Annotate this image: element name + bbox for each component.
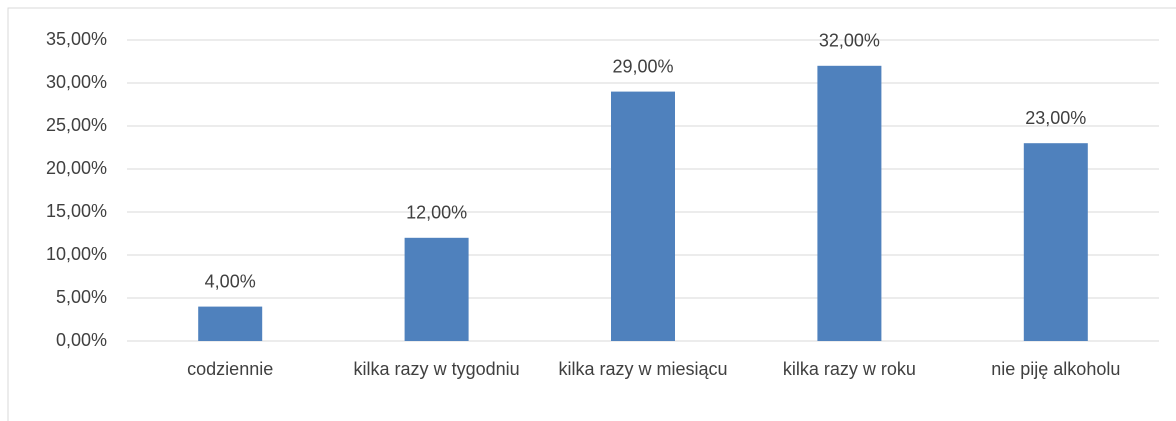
y-tick-label: 10,00% xyxy=(46,244,107,264)
x-tick-label: kilka razy w tygodniu xyxy=(353,359,520,379)
bar xyxy=(404,237,469,341)
bar xyxy=(817,65,882,342)
x-tick-label: codziennie xyxy=(187,359,274,379)
bar xyxy=(1023,143,1088,341)
chart-border xyxy=(7,7,1176,421)
bar xyxy=(198,306,263,341)
x-tick-label: kilka razy w roku xyxy=(782,359,916,379)
data-label: 4,00% xyxy=(205,271,256,291)
y-tick-label: 5,00% xyxy=(56,287,107,307)
y-tick-label: 0,00% xyxy=(56,330,107,350)
data-label: 32,00% xyxy=(819,31,880,51)
y-tick-label: 35,00% xyxy=(46,29,107,49)
x-tick-label: nie piję alkoholu xyxy=(991,359,1121,379)
data-label: 23,00% xyxy=(1025,108,1086,128)
y-tick-label: 15,00% xyxy=(46,201,107,221)
data-label: 29,00% xyxy=(612,56,673,76)
y-tick-label: 30,00% xyxy=(46,72,107,92)
y-tick-label: 25,00% xyxy=(46,115,107,135)
data-label: 12,00% xyxy=(406,203,467,223)
x-tick-label: kilka razy w miesiącu xyxy=(558,359,728,379)
bar xyxy=(611,91,675,341)
y-tick-label: 20,00% xyxy=(46,158,107,178)
